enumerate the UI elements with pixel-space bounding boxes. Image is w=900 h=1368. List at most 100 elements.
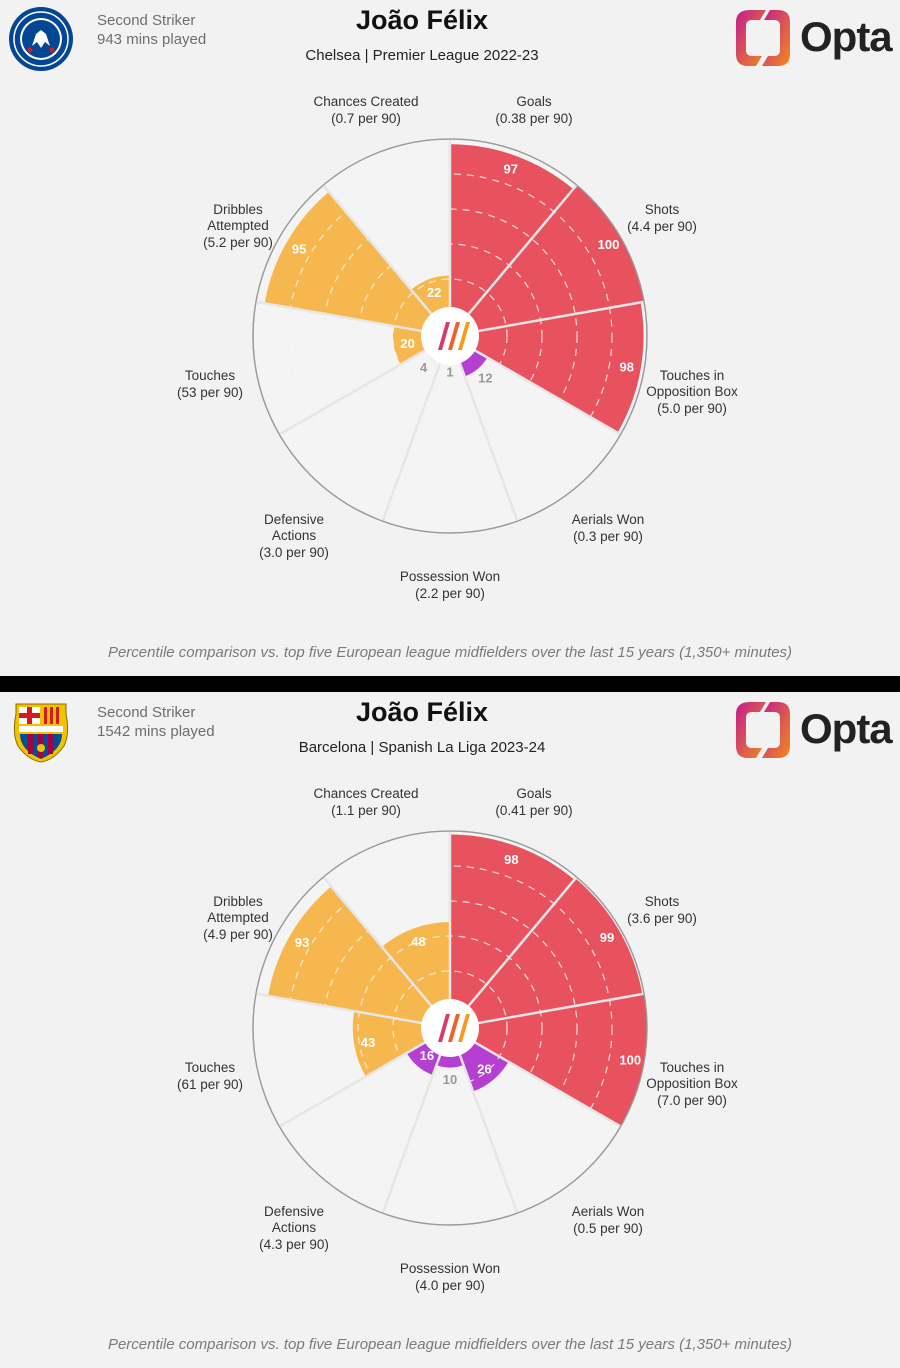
opta-mark-icon [736,10,790,66]
svg-text:Touches in: Touches in [660,368,725,383]
svg-text:Shots: Shots [645,894,680,909]
radar-category-label: Touches (53 per 90) [177,368,243,400]
player-position: Second Striker [97,704,196,721]
radar-category-label: Chances Created (0.7 per 90) [313,94,418,126]
chelsea-crest-icon [9,7,73,71]
radar-value-label: 22 [427,285,441,300]
radar-bar-touches-in-opposition-box [469,993,648,1127]
radar-value-label: 4 [420,360,428,375]
radar-value-label: 98 [504,852,518,867]
radar-value-label: 43 [361,1035,375,1050]
radar-hub [421,999,479,1057]
season-subtitle: Chelsea | Premier League 2022-23 [305,47,539,64]
radar-value-label: 100 [619,1052,641,1067]
radar-bar-aerials-won [457,1039,509,1092]
player-position: Second Striker [97,12,196,29]
radar-spoke [468,1037,622,1128]
svg-text:Dribbles: Dribbles [213,202,263,217]
radar-spoke [471,992,645,1026]
radar-category-rate: (3.0 per 90) [259,545,329,560]
radar-category-label: Touches (61 per 90) [177,1060,243,1092]
radar-category-rate: (4.9 per 90) [203,927,273,942]
radar-bar-goals [450,144,574,320]
radar-grid-ring-faint [392,278,508,394]
radar-value-label: 93 [295,935,309,950]
radar-category-label: Possession Won (4.0 per 90) [400,1261,500,1293]
radar-hub [421,307,479,365]
radar-bar-goals [450,834,575,1012]
radar-bar-shots [464,878,643,1025]
radar-value-label: 1 [446,364,453,379]
radar-category-label: Aerials Won (0.5 per 90) [572,1204,645,1236]
player-name: João Félix [355,5,489,35]
radar-category-rate: (0.7 per 90) [331,111,401,126]
radar-bar-touches-in-opposition-box [469,302,644,433]
radar-category-rate: (7.0 per 90) [657,1093,727,1108]
radar-spoke [255,300,429,334]
radar-category-rate: (0.5 per 90) [573,1221,643,1236]
minutes-played: 943 mins played [97,31,207,48]
svg-text:Aerials Won: Aerials Won [572,1204,645,1219]
svg-text:Opposition Box: Opposition Box [646,384,738,399]
radar-bar-shots [464,185,645,333]
radar-spoke [322,184,437,320]
radar-spoke [456,356,519,522]
radar-chart: 98 99 100 26 10 16 43 93 48 Goals (0.41 per 90) Sho… [177,786,738,1293]
radar-value-label: 97 [504,161,518,176]
radar-value-label: 20 [400,336,414,351]
radar-spoke [463,184,578,320]
opta-mark-icon [736,702,790,758]
radar-category-rate: (4.3 per 90) [259,1237,329,1252]
svg-text:Possession Won: Possession Won [400,569,500,584]
opta-analyst-icon [438,322,470,350]
chart-panel-chelsea: Second Striker 943 mins played João Féli… [0,0,900,676]
radar-spoke [381,356,444,522]
radar-category-label: Goals (0.38 per 90) [495,94,572,126]
svg-text:Actions: Actions [272,528,317,543]
radar-category-rate: (5.2 per 90) [203,235,273,250]
radar-category-rate: (0.38 per 90) [495,111,572,126]
season-subtitle: Barcelona | Spanish La Liga 2023-24 [298,739,546,756]
radar-grid-ring-faint [287,173,613,499]
radar-category-rate: (2.2 per 90) [415,586,485,601]
radar-value-label: 26 [477,1061,491,1076]
svg-text:Chances Created: Chances Created [313,94,418,109]
svg-text:Touches in: Touches in [660,1060,725,1075]
radar-category-label: Aerials Won (0.3 per 90) [572,512,645,544]
svg-text:Touches: Touches [185,368,236,383]
radar-category-rate: (61 per 90) [177,1077,243,1092]
svg-text:Shots: Shots [645,202,680,217]
svg-text:Touches: Touches [185,1060,236,1075]
radar-spoke [322,876,437,1012]
minutes-played: 1542 mins played [97,723,215,740]
svg-text:Goals: Goals [516,94,552,109]
radar-outer-border [252,830,648,1226]
radar-category-rate: (5.0 per 90) [657,401,727,416]
radar-spoke [471,300,645,334]
opta-wordmark: Opta [800,13,893,60]
chart-caption: Percentile comparison vs. top five Europ… [107,644,793,661]
chart-caption: Percentile comparison vs. top five Europ… [107,1336,793,1353]
radar-category-label: Chances Created (1.1 per 90) [313,786,418,818]
radar-bar-dribbles-attempted [264,191,436,333]
radar-spoke [468,345,622,436]
radar-value-label: 95 [292,241,306,256]
radar-value-label: 99 [600,930,614,945]
radar-spoke [463,876,578,1012]
barcelona-crest-icon [13,703,69,763]
svg-text:Aerials Won: Aerials Won [572,512,645,527]
radar-category-rate: (3.6 per 90) [627,911,697,926]
radar-category-rate: (4.0 per 90) [415,1278,485,1293]
radar-spoke [255,992,429,1026]
svg-text:Attempted: Attempted [207,218,269,233]
radar-category-label: Shots (3.6 per 90) [627,894,697,926]
radar-grid-ring [392,970,508,1086]
radar-category-rate: (4.4 per 90) [627,219,697,234]
svg-text:Defensive: Defensive [264,1204,324,1219]
radar-value-label: 12 [478,371,492,386]
radar-bar-touches [352,1011,431,1077]
